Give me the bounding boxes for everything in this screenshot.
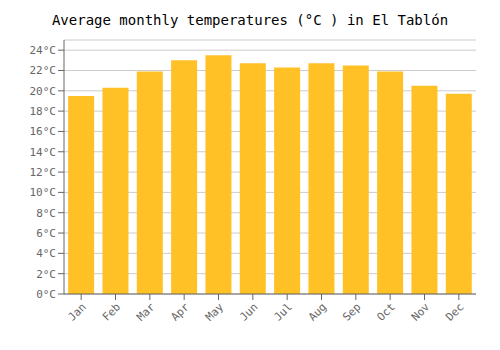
svg-text:14°C: 14°C	[30, 146, 57, 159]
svg-text:Jun: Jun	[237, 300, 260, 323]
svg-text:Jul: Jul	[272, 300, 295, 323]
svg-text:Apr: Apr	[169, 300, 193, 324]
svg-text:0°C: 0°C	[36, 288, 56, 301]
svg-text:Feb: Feb	[100, 300, 123, 323]
svg-text:Oct: Oct	[375, 300, 398, 323]
svg-text:Aug: Aug	[306, 300, 329, 323]
svg-text:10°C: 10°C	[30, 186, 57, 199]
html-text:Average monthly temperatures (: Average monthly temperatures (°C ) in El…	[51, 12, 449, 28]
svg-text:22°C: 22°C	[30, 64, 57, 77]
svg-text:24°C: 24°C	[30, 44, 57, 57]
svg-text:6°C: 6°C	[36, 227, 56, 240]
svg-text:20°C: 20°C	[30, 85, 57, 98]
svg-text:2°C: 2°C	[36, 268, 56, 281]
svg-text:8°C: 8°C	[36, 207, 56, 220]
svg-text:Dec: Dec	[443, 300, 466, 323]
svg-text:4°C: 4°C	[36, 247, 56, 260]
svg-text:18°C: 18°C	[30, 105, 57, 118]
svg-text:Mar: Mar	[134, 300, 158, 324]
svg-text:Sep: Sep	[340, 300, 363, 323]
svg-text:12°C: 12°C	[30, 166, 57, 179]
svg-text:16°C: 16°C	[30, 125, 57, 138]
svg-text:Nov: Nov	[409, 300, 433, 324]
svg-text:Jan: Jan	[66, 300, 89, 323]
svg-text:May: May	[203, 300, 227, 324]
